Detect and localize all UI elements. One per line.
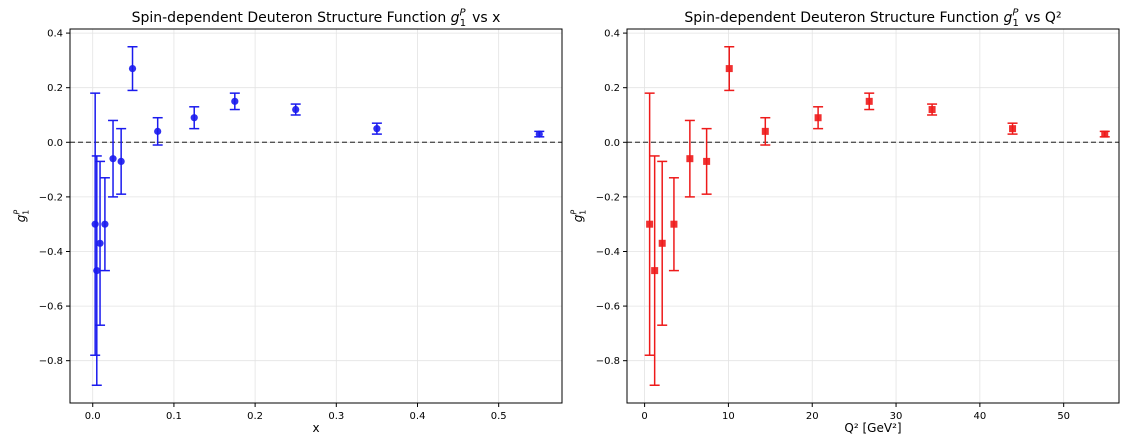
x-tick-label: 40 bbox=[973, 411, 986, 422]
y-tick-label: 0.0 bbox=[47, 138, 63, 149]
data-point bbox=[93, 266, 101, 275]
y-tick-label: −0.4 bbox=[596, 247, 620, 258]
data-point bbox=[703, 157, 711, 165]
x-tick-label: 50 bbox=[1057, 411, 1070, 422]
data-point bbox=[373, 125, 381, 133]
y-tick-label: −0.6 bbox=[39, 302, 63, 313]
y-axis-label: gP1 bbox=[570, 210, 588, 223]
data-point bbox=[651, 267, 659, 275]
x-tick-label: 20 bbox=[806, 411, 819, 422]
data-point bbox=[658, 239, 666, 247]
x-tick-label: 0.2 bbox=[247, 411, 263, 422]
data-point bbox=[761, 127, 769, 135]
data-point bbox=[101, 220, 109, 228]
y-tick-label: −0.6 bbox=[596, 302, 620, 313]
data-point bbox=[1101, 130, 1109, 138]
chart-panel-2: 0 10 20 30 40 50 0.4 0.2 0.0 −0.2 −0.4 −0.6 −0.8 Q² [… bbox=[570, 8, 1120, 435]
data-point bbox=[96, 239, 104, 247]
data-point bbox=[117, 157, 125, 166]
data-point bbox=[725, 65, 733, 73]
data-point bbox=[646, 220, 654, 228]
data-point bbox=[154, 127, 162, 135]
data-point bbox=[91, 220, 99, 228]
x-axis-label: Q² [GeV²] bbox=[844, 421, 901, 434]
x-tick-label: 0.1 bbox=[166, 411, 182, 422]
y-tick-label: −0.8 bbox=[596, 356, 620, 367]
data-point bbox=[231, 97, 239, 105]
data-point bbox=[190, 114, 198, 122]
y-tick-label: 0.4 bbox=[604, 29, 620, 40]
y-tick-label: 0.0 bbox=[604, 138, 620, 149]
data-point bbox=[128, 64, 137, 73]
x-tick-label: 30 bbox=[890, 411, 903, 422]
x-tick-label: 0.0 bbox=[85, 411, 101, 422]
x-axis-label: x bbox=[312, 421, 319, 434]
x-tick-label: 0.3 bbox=[328, 411, 344, 422]
y-tick-label: −0.2 bbox=[596, 192, 620, 203]
axes-frame bbox=[69, 28, 563, 404]
data-point bbox=[928, 106, 936, 114]
axes-frame bbox=[626, 28, 1120, 404]
x-tick-label: 0.4 bbox=[410, 411, 426, 422]
chart-title: Spin-dependent Deuteron Structure Functi… bbox=[132, 8, 501, 30]
data-point bbox=[292, 105, 300, 114]
y-tick-label: −0.8 bbox=[39, 356, 63, 367]
data-point bbox=[686, 155, 694, 163]
y-tick-label: 0.2 bbox=[47, 83, 63, 94]
y-tick-label: 0.4 bbox=[47, 29, 63, 40]
y-tick-label: −0.2 bbox=[39, 192, 63, 203]
data-point bbox=[535, 130, 543, 138]
y-tick-label: 0.2 bbox=[604, 83, 620, 94]
data-point bbox=[109, 155, 117, 163]
x-tick-label: 0 bbox=[641, 411, 647, 422]
chart-panel-1: 0.0 0.1 0.2 0.3 0.4 0.5 0.4 0.2 0.0 −0.2 −0.4 −0.6 −… bbox=[13, 8, 563, 435]
data-point bbox=[814, 114, 822, 122]
y-axis-label: gP1 bbox=[13, 210, 31, 223]
chart-title: Spin-dependent Deuteron Structure Functi… bbox=[684, 8, 1061, 30]
x-tick-label: 0.5 bbox=[491, 411, 507, 422]
x-tick-label: 10 bbox=[722, 411, 735, 422]
data-point bbox=[865, 97, 873, 105]
data-point bbox=[670, 220, 678, 228]
y-tick-label: −0.4 bbox=[39, 247, 63, 258]
data-point bbox=[1009, 125, 1017, 133]
